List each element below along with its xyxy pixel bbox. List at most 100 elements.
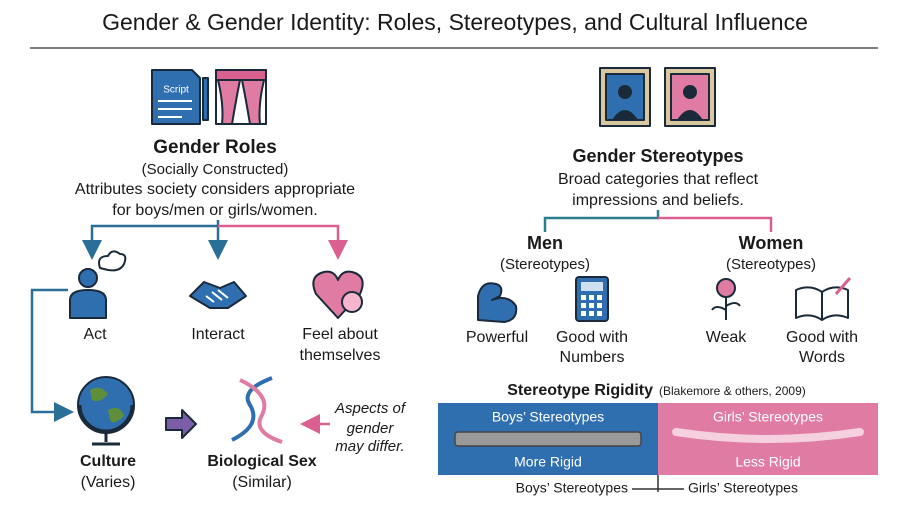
flexible-bar	[672, 428, 864, 443]
footer-label: Boys’ Stereotypes	[516, 480, 628, 496]
panel-level: More Rigid	[514, 454, 582, 470]
script-icon-part	[151, 69, 201, 125]
title: Gender & Gender Identity: Roles, Stereot…	[102, 9, 808, 35]
stage-icon-part	[241, 79, 265, 125]
trait-label: Weak	[706, 329, 748, 346]
calculator-icon-part-part	[581, 295, 586, 300]
handshake-icon-part	[189, 281, 247, 309]
roles-description: for boys/men or girls/women.	[112, 202, 317, 219]
muscle-icon	[477, 282, 518, 323]
stereo-tree-part	[658, 216, 773, 232]
flower-icon-part	[716, 278, 736, 298]
act-icon	[69, 250, 127, 319]
dna-icon-part	[231, 376, 273, 442]
note: may differ.	[335, 438, 404, 455]
trait-label: Good with	[786, 329, 858, 346]
book-icon	[795, 277, 852, 321]
script-icon-part	[158, 116, 182, 118]
calculator-icon-part-part	[589, 311, 594, 316]
branch-label: Feel about	[302, 326, 378, 343]
muscle-icon-part	[477, 282, 518, 323]
book-icon-part	[795, 286, 849, 321]
act-icon-part	[78, 268, 98, 288]
panel-label: Girls’ Stereotypes	[713, 409, 823, 425]
globe-icon-part	[77, 376, 135, 434]
biology-sub: (Similar)	[232, 474, 292, 491]
calculator-icon-part-part	[597, 303, 602, 308]
flower-icon-part	[711, 296, 741, 320]
roles-subheading: (Socially Constructed)	[142, 161, 289, 178]
culture-label: Culture	[80, 453, 136, 470]
script-icon-part	[158, 108, 192, 110]
branch-label: Act	[83, 326, 107, 343]
rigidity-citation: (Blakemore & others, 2009)	[659, 384, 806, 398]
script-icon-part	[202, 77, 209, 121]
portrait-frames-part	[677, 110, 703, 120]
note: gender	[347, 420, 395, 437]
handshake-icon-part	[205, 289, 229, 303]
calculator-icon-part-part	[581, 303, 586, 308]
heart-icon	[312, 270, 364, 319]
portrait-frames-part	[618, 85, 632, 99]
script-label: Script	[163, 85, 189, 96]
stereo-description: impressions and beliefs.	[572, 192, 744, 209]
arrow-icon-part	[165, 409, 197, 439]
portrait-frames	[599, 67, 716, 127]
trait-label: Words	[799, 349, 845, 366]
calculator-icon-part-part	[597, 295, 602, 300]
globe-icon-part	[90, 387, 124, 423]
heart-icon-part	[341, 291, 363, 313]
stereo-tree	[543, 210, 773, 232]
script-icon-part	[158, 100, 192, 102]
stage-icon-part	[217, 79, 241, 125]
globe-icon-part	[92, 433, 120, 446]
stereo-tree-part	[543, 210, 660, 232]
stage-icon-part	[215, 69, 267, 81]
panel-label: Boys’ Stereotypes	[492, 409, 604, 425]
roles-description: Attributes society considers appropriate	[75, 181, 355, 198]
stage-icon	[215, 69, 267, 125]
calculator-icon-part-part	[589, 295, 594, 300]
dna-icon-part	[239, 378, 283, 444]
trait-label: Numbers	[560, 349, 625, 366]
group-heading: Women	[739, 233, 804, 253]
handshake-icon	[189, 281, 247, 309]
trait-label: Powerful	[466, 329, 528, 346]
stereo-description: Broad categories that reflect	[558, 171, 759, 188]
heart-icon-part	[312, 270, 364, 319]
group-sub: (Stereotypes)	[726, 256, 816, 273]
dna-icon	[231, 376, 283, 444]
calculator-icon	[575, 276, 609, 322]
book-icon-part	[834, 277, 852, 295]
calculator-icon-part-part	[597, 311, 602, 316]
rigid-bar	[454, 431, 642, 447]
roles-tree-part	[82, 220, 220, 260]
group-sub: (Stereotypes)	[500, 256, 590, 273]
footer-label: Girls’ Stereotypes	[688, 480, 798, 496]
portrait-frames-part	[683, 85, 697, 99]
rigidity-title: Stereotype Rigidity	[507, 382, 653, 399]
culture-sub: (Varies)	[81, 474, 136, 491]
portrait-frames-part	[612, 110, 638, 120]
script-icon: Script	[151, 69, 209, 125]
act-icon-part	[69, 289, 107, 319]
roles-tree-part	[218, 224, 348, 260]
calculator-icon-part	[581, 295, 602, 316]
roles-tree	[30, 220, 348, 422]
panel-level: Less Rigid	[735, 454, 800, 470]
roles-tree-part	[30, 288, 74, 422]
stereo-heading: Gender Stereotypes	[572, 146, 743, 166]
flower-icon	[711, 278, 741, 320]
calculator-icon-part-part	[589, 303, 594, 308]
arrow-icon	[165, 409, 197, 439]
branch-label: themselves	[300, 347, 381, 364]
calculator-icon-part	[581, 282, 603, 291]
roles-heading: Gender Roles	[153, 137, 277, 158]
calculator-icon-part-part	[581, 311, 586, 316]
act-icon-part	[98, 250, 127, 272]
branch-label: Interact	[191, 326, 245, 343]
biology-label: Biological Sex	[207, 453, 316, 470]
group-heading: Men	[527, 233, 563, 253]
